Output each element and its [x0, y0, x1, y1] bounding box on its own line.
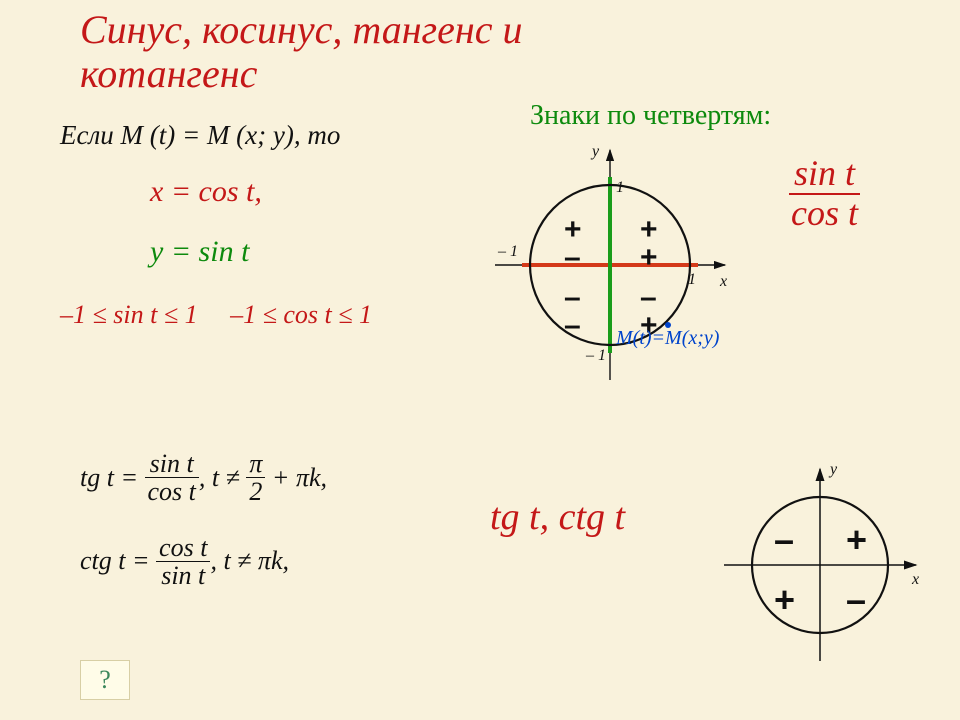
tg-frac: sin t cos t [145, 450, 199, 506]
sign-mark: + [846, 519, 867, 561]
definitions-block: tg t = sin t cos t , t ≠ π 2 + πk, ctg t… [80, 450, 327, 617]
ctg-lhs: ctg t = [80, 546, 150, 576]
page-title-line2: котангенс [80, 50, 257, 97]
tg-mid: , t ≠ [199, 463, 240, 493]
tg-lhs: tg t = [80, 463, 138, 493]
sin-cos-sign-diagram: yx11– 1– 1+++––––+M(t)=M(x;y) [410, 145, 810, 425]
tg-ctg-sign-svg [702, 457, 948, 683]
sign-mark: + [640, 241, 658, 275]
y-equals-sint: y = sin t [150, 235, 249, 269]
axis-label: x [720, 273, 727, 291]
ctg-definition: ctg t = cos t sin t , t ≠ πk, [80, 534, 327, 590]
axis-label: 1 [688, 271, 696, 289]
tg-ctg-label: tg t, ctg t [490, 495, 625, 539]
sin-cos-sign-svg [410, 145, 810, 425]
sign-mark: – [564, 309, 581, 343]
axis-label: x [912, 571, 919, 589]
condition-text: Если M (t) = M (x; y), то [60, 120, 340, 151]
x-equals-cost: x = cos t, [150, 175, 262, 209]
sign-mark: – [564, 241, 581, 275]
tg-ctg-sign-diagram: y x + – + – [702, 457, 948, 683]
page-title-line1: Синус, косинус, тангенс и [80, 6, 523, 53]
axis-label: y [592, 143, 599, 161]
ranges-row: –1 ≤ sin t ≤ 1 –1 ≤ cos t ≤ 1 [60, 300, 372, 330]
axis-label: y [830, 461, 837, 479]
signs-heading: Знаки по четвертям: [530, 100, 771, 132]
axis-label: – 1 [586, 347, 606, 365]
ctg-tail: , t ≠ πk, [210, 546, 289, 576]
help-button[interactable]: ? [80, 660, 130, 700]
tg-pi-frac: π 2 [246, 450, 265, 506]
axis-label: – 1 [498, 243, 518, 261]
tg-tail: + πk, [272, 463, 327, 493]
sin-range: –1 ≤ sin t ≤ 1 [60, 300, 198, 329]
sign-mark: + [774, 579, 795, 621]
tg-definition: tg t = sin t cos t , t ≠ π 2 + πk, [80, 450, 327, 506]
axis-label: 1 [616, 179, 624, 197]
cos-range: –1 ≤ cos t ≤ 1 [230, 300, 372, 329]
point-m-label: M(t)=M(x;y) [616, 327, 719, 350]
sign-mark: – [846, 579, 866, 621]
sign-mark: – [774, 519, 794, 561]
ctg-frac: cos t sin t [156, 534, 210, 590]
